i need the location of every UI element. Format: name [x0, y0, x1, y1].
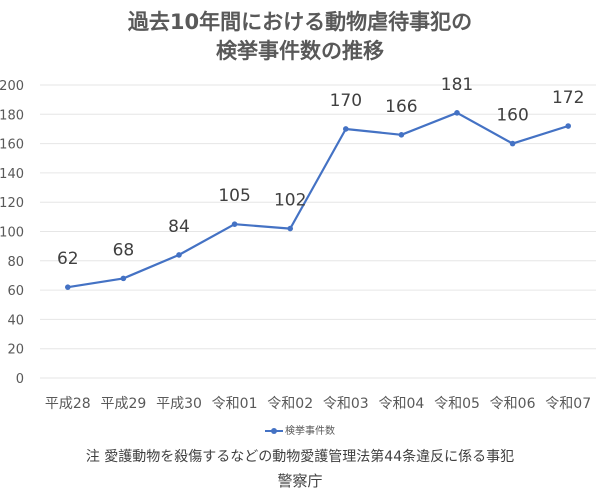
x-tick-label: 令和02 [267, 396, 313, 412]
y-tick-label: 200 [0, 79, 24, 94]
data-point-marker [509, 140, 516, 147]
y-tick-label: 100 [0, 226, 24, 241]
y-tick-label: 80 [7, 255, 24, 270]
chart-title: 過去10年間における動物虐待事犯の 検挙事件数の推移 [0, 8, 600, 66]
data-label: 160 [496, 106, 528, 126]
source-label: 警察庁 [277, 472, 323, 490]
data-label: 68 [113, 240, 135, 260]
x-tick-label: 平成30 [156, 396, 202, 412]
data-point-marker [454, 110, 460, 116]
y-tick-label: 20 [7, 343, 24, 358]
y-tick-label: 120 [0, 196, 24, 211]
data-label: 84 [168, 217, 190, 237]
data-label: 172 [552, 88, 584, 108]
data-point-marker [231, 221, 238, 227]
legend-line-marker-icon [265, 428, 283, 434]
x-tick-label: 令和06 [490, 396, 536, 412]
chart-title-line-1: 過去10年間における動物虐待事犯の [127, 10, 473, 34]
data-label: 166 [385, 97, 417, 117]
x-tick-label: 令和05 [434, 396, 480, 412]
x-tick-label: 令和01 [212, 396, 258, 412]
data-point-marker [65, 284, 71, 290]
data-label: 170 [330, 91, 362, 111]
data-label: 62 [57, 249, 79, 269]
data-point-marker [565, 123, 571, 129]
y-tick-label: 60 [7, 284, 24, 299]
data-point-marker [176, 252, 182, 258]
y-tick-label: 0 [16, 372, 24, 387]
data-point-marker [287, 225, 294, 232]
legend-label: 検挙事件数 [285, 426, 335, 437]
x-tick-label: 平成28 [45, 396, 91, 412]
chart-title-line-2: 検挙事件数の推移 [216, 39, 384, 63]
data-point-marker [343, 126, 349, 132]
data-point-marker [398, 132, 405, 138]
x-tick-label: 令和04 [378, 396, 424, 412]
y-tick-label: 140 [0, 167, 24, 182]
data-label: 105 [218, 186, 250, 206]
x-tick-label: 平成29 [100, 396, 146, 412]
data-label: 102 [274, 191, 306, 211]
data-label: 181 [441, 75, 473, 95]
y-tick-label: 180 [0, 108, 24, 123]
x-tick-label: 令和03 [323, 396, 369, 412]
y-tick-label: 160 [0, 138, 24, 153]
x-tick-label: 令和07 [545, 396, 591, 412]
line-chart: 0 20 40 60 80 100 120 140 160 180 200 平成28 平成29 平成30 令… [0, 75, 596, 412]
y-tick-label: 40 [7, 313, 24, 328]
footnote: 注 愛護動物を殺傷するなどの動物愛護管理法第44条違反に係る事犯 [85, 449, 515, 465]
series-line [67, 111, 569, 289]
legend: 検挙事件数 [0, 422, 600, 437]
data-point-marker [120, 275, 127, 282]
